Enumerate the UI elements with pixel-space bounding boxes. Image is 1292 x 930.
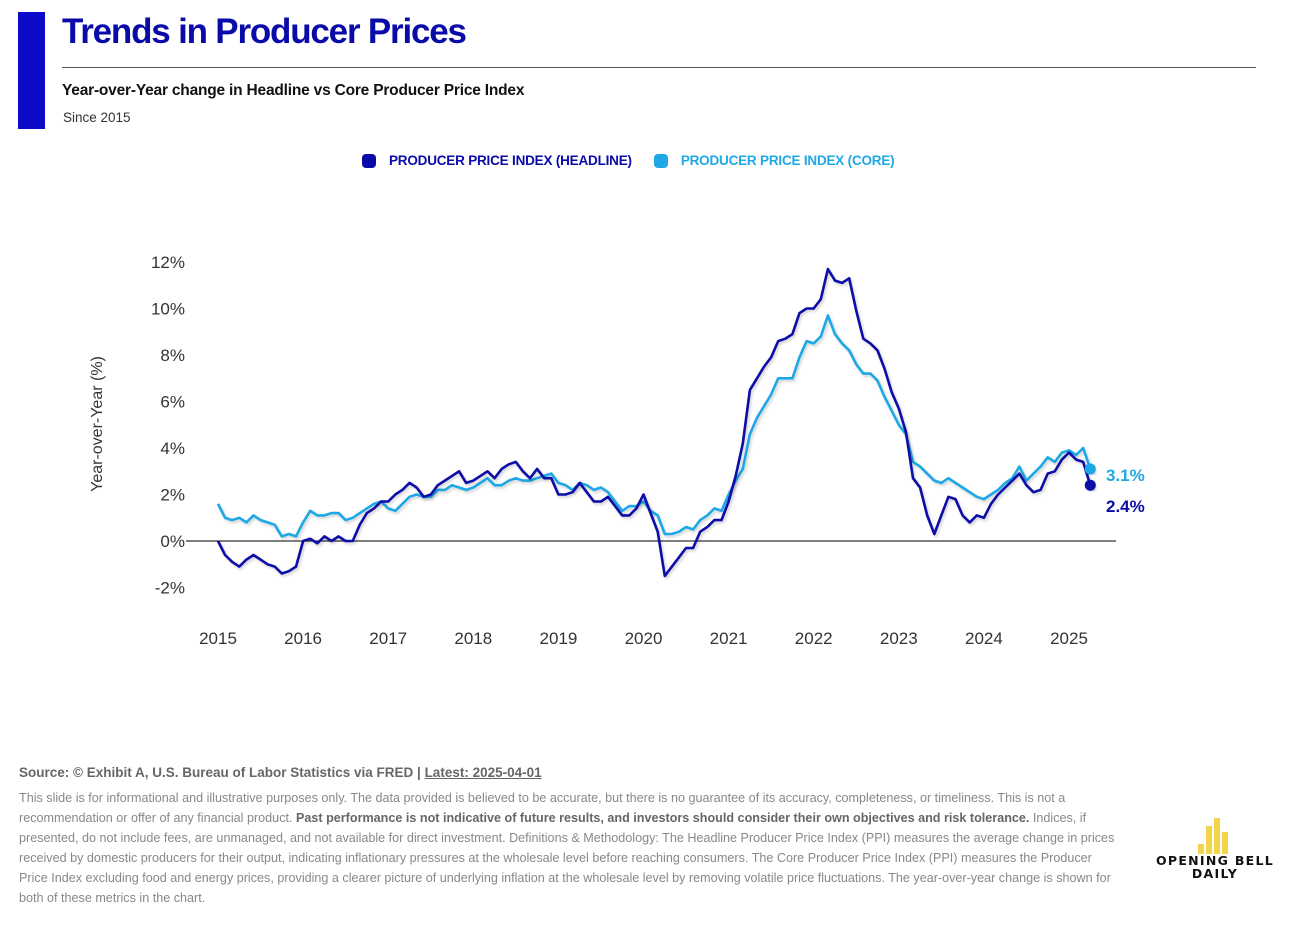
brand-logo: OPENING BELL DAILY xyxy=(1150,818,1280,880)
disclaimer: This slide is for informational and illu… xyxy=(19,788,1119,908)
series-line-core[interactable] xyxy=(216,314,1092,538)
accent-bar xyxy=(18,12,45,129)
y-axis-label: Year-over-Year (%) xyxy=(89,356,106,492)
source-text: Source: © Exhibit A, U.S. Bureau of Labo… xyxy=(19,765,425,780)
y-tick-label: 6% xyxy=(160,393,185,412)
end-marker-core[interactable] xyxy=(1084,463,1096,475)
series-lines xyxy=(216,267,1092,578)
title-divider xyxy=(62,67,1256,68)
x-tick-label: 2018 xyxy=(454,629,492,648)
y-tick-label: 2% xyxy=(160,486,185,505)
x-tick-label: 2022 xyxy=(795,629,833,648)
disclaimer-bold: Past performance is not indicative of fu… xyxy=(295,811,1030,825)
disclaimer-text-1: This slide is for informational and illu… xyxy=(19,791,1066,825)
end-label-headline: 2.4% xyxy=(1106,497,1145,516)
x-tick-label: 2020 xyxy=(625,629,663,648)
y-tick-label: 12% xyxy=(151,253,185,272)
x-tick-label: 2025 xyxy=(1050,629,1088,648)
legend-swatch-headline xyxy=(362,153,376,168)
chart-legend: PRODUCER PRICE INDEX (HEADLINE) PRODUCER… xyxy=(362,153,916,168)
since-label: Since 2015 xyxy=(63,110,131,125)
y-axis-ticks: -2% 0% 2% 4% 6% 8% 10% 12% xyxy=(151,253,185,598)
logo-text-line2: DAILY xyxy=(1191,866,1239,881)
latest-date-link[interactable]: Latest: 2025-04-01 xyxy=(424,765,542,780)
logo-bars-icon xyxy=(1146,818,1280,854)
x-tick-label: 2015 xyxy=(199,629,237,648)
x-tick-label: 2016 xyxy=(284,629,322,648)
x-axis-ticks: 2015 2016 2017 2018 2019 2020 2021 2022 2023 2024… xyxy=(199,629,1088,648)
legend-swatch-core xyxy=(653,153,668,168)
page-title: Trends in Producer Prices xyxy=(62,12,467,51)
series-line-headline[interactable] xyxy=(216,267,1092,578)
legend-label-headline: PRODUCER PRICE INDEX (HEADLINE) xyxy=(389,153,632,168)
y-tick-label: 8% xyxy=(160,346,185,365)
disclaimer-text-2: Indices, if presented, do not include fe… xyxy=(19,811,1115,905)
legend-label-core: PRODUCER PRICE INDEX (CORE) xyxy=(680,153,895,168)
legend-item-core[interactable]: PRODUCER PRICE INDEX (CORE) xyxy=(653,153,895,168)
x-tick-label: 2024 xyxy=(965,629,1003,648)
legend-item-headline[interactable]: PRODUCER PRICE INDEX (HEADLINE) xyxy=(362,153,632,168)
end-label-core: 3.1% xyxy=(1106,466,1145,485)
y-tick-label: 0% xyxy=(160,532,185,551)
logo-text-line1: OPENING BELL xyxy=(1155,853,1275,868)
chart-subtitle: Year-over-Year change in Headline vs Cor… xyxy=(62,82,525,99)
y-tick-label: 4% xyxy=(160,439,185,458)
end-markers: 2.4% 3.1% xyxy=(1084,463,1145,516)
x-tick-label: 2021 xyxy=(710,629,748,648)
line-chart: Year-over-Year (%) -2% 0% 2% 4% 6% 8% 10% 12% 2… xyxy=(89,253,1145,648)
x-tick-label: 2023 xyxy=(880,629,918,648)
x-tick-label: 2017 xyxy=(369,629,407,648)
y-tick-label: -2% xyxy=(155,579,185,598)
source-line: Source: © Exhibit A, U.S. Bureau of Labo… xyxy=(19,765,542,780)
y-tick-label: 10% xyxy=(151,300,185,319)
end-marker-headline[interactable] xyxy=(1084,479,1096,491)
x-tick-label: 2019 xyxy=(539,629,577,648)
